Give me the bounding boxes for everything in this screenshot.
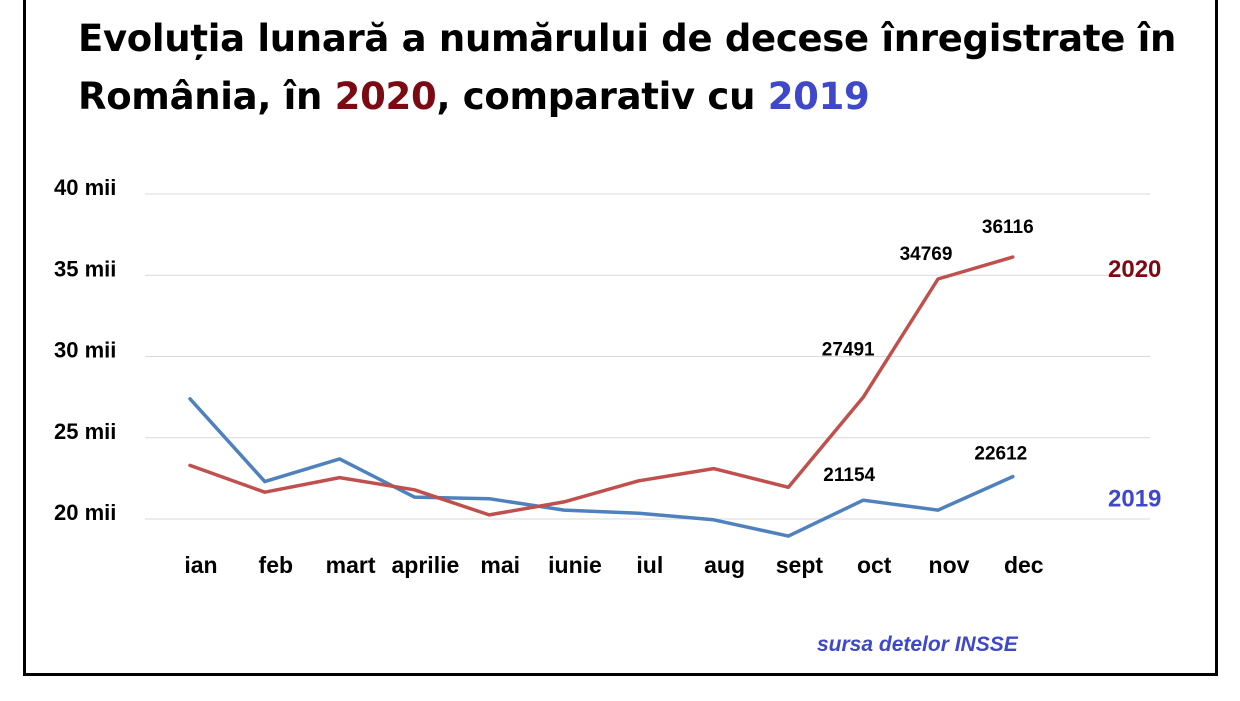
x-axis-ticks: ian feb mart aprilie mai iunie iul aug sept oct no… [184, 552, 1043, 578]
x-tick-label-nov: nov [929, 552, 970, 578]
data-label-2019-oct: 21154 [823, 465, 875, 486]
series-label-2019: 2019 [1108, 486, 1161, 513]
x-tick-label-mai: mai [480, 552, 520, 578]
x-tick-label-sept: sept [776, 552, 824, 578]
x-tick-label-ian: ian [184, 552, 217, 578]
chart-frame [23, 0, 1218, 676]
x-tick-label-iunie: iunie [548, 552, 602, 578]
chart-title: Evoluția lunară a numărului de decese în… [78, 10, 1198, 126]
source-note: sursa detelor INSSE [817, 633, 1018, 656]
series-label-2020: 2020 [1108, 256, 1161, 283]
title-text-part1: Evoluția lunară a numărului de decese în… [78, 17, 1177, 118]
x-tick-label-dec: dec [1004, 552, 1044, 578]
series-line-2019 [188, 397, 1015, 538]
data-label-2020-nov: 34769 [900, 244, 953, 265]
x-tick-label-oct: oct [857, 552, 892, 578]
grid-lines [145, 193, 1150, 520]
series-labels: 2020 2019 [1108, 256, 1161, 512]
y-tick-label: 20 mii [54, 500, 116, 525]
x-tick-label-aprilie: aprilie [392, 552, 460, 578]
data-label-2020-oct: 27491 [822, 339, 875, 360]
data-label-2020-dec: 36116 [982, 217, 1034, 238]
series-line-2020 [188, 255, 1015, 517]
y-tick-label: 35 mii [54, 256, 116, 281]
data-labels: 27491 34769 36116 21154 22612 [822, 217, 1034, 486]
x-tick-label-aug: aug [704, 552, 745, 578]
x-tick-label-mart: mart [326, 552, 376, 578]
y-tick-label: 30 mii [54, 338, 116, 363]
series-lines [188, 255, 1015, 538]
x-tick-label-feb: feb [259, 552, 294, 578]
data-label-2019-dec: 22612 [974, 444, 1027, 465]
y-axis-ticks: 20 mii 25 mii 30 mii 35 mii 40 mii [54, 175, 116, 525]
title-year-2020: 2020 [334, 75, 437, 118]
title-year-2019: 2019 [767, 75, 870, 118]
y-tick-label: 40 mii [54, 175, 116, 200]
title-text-part2: , comparativ cu [436, 75, 768, 118]
y-tick-label: 25 mii [54, 419, 116, 444]
x-tick-label-iul: iul [636, 552, 663, 578]
